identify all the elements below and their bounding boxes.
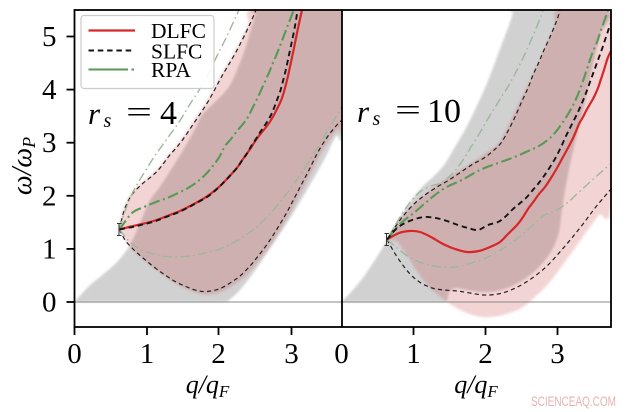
svg-text:SLFC: SLFC: [151, 40, 202, 64]
svg-text:4: 4: [160, 95, 177, 132]
svg-text:3: 3: [42, 127, 57, 159]
svg-text:0: 0: [42, 287, 57, 319]
svg-text:0: 0: [334, 338, 349, 370]
svg-text:2: 2: [478, 338, 493, 370]
svg-text:1: 1: [42, 233, 57, 265]
svg-text:q/qF: q/qF: [186, 370, 230, 401]
svg-text:s: s: [373, 108, 381, 130]
svg-text:DLFC: DLFC: [151, 19, 206, 43]
svg-text:5: 5: [42, 21, 57, 53]
svg-text:r: r: [88, 96, 101, 131]
svg-text:RPA: RPA: [151, 58, 191, 82]
svg-text:=: =: [126, 94, 152, 129]
svg-text:3: 3: [284, 338, 299, 370]
svg-text:SCIENCEAQ.COM: SCIENCEAQ.COM: [531, 394, 616, 409]
svg-text:r: r: [357, 94, 370, 129]
svg-text:2: 2: [211, 338, 226, 370]
svg-text:=: =: [395, 92, 421, 127]
svg-text:1: 1: [406, 338, 421, 370]
svg-text:4: 4: [42, 74, 57, 106]
svg-text:3: 3: [550, 338, 565, 370]
svg-text:1: 1: [140, 338, 155, 370]
svg-text:10: 10: [427, 93, 461, 130]
svg-text:2: 2: [42, 180, 57, 212]
svg-text:q/qF: q/qF: [454, 370, 498, 401]
svg-text:s: s: [104, 110, 112, 132]
svg-text:0: 0: [67, 338, 82, 370]
